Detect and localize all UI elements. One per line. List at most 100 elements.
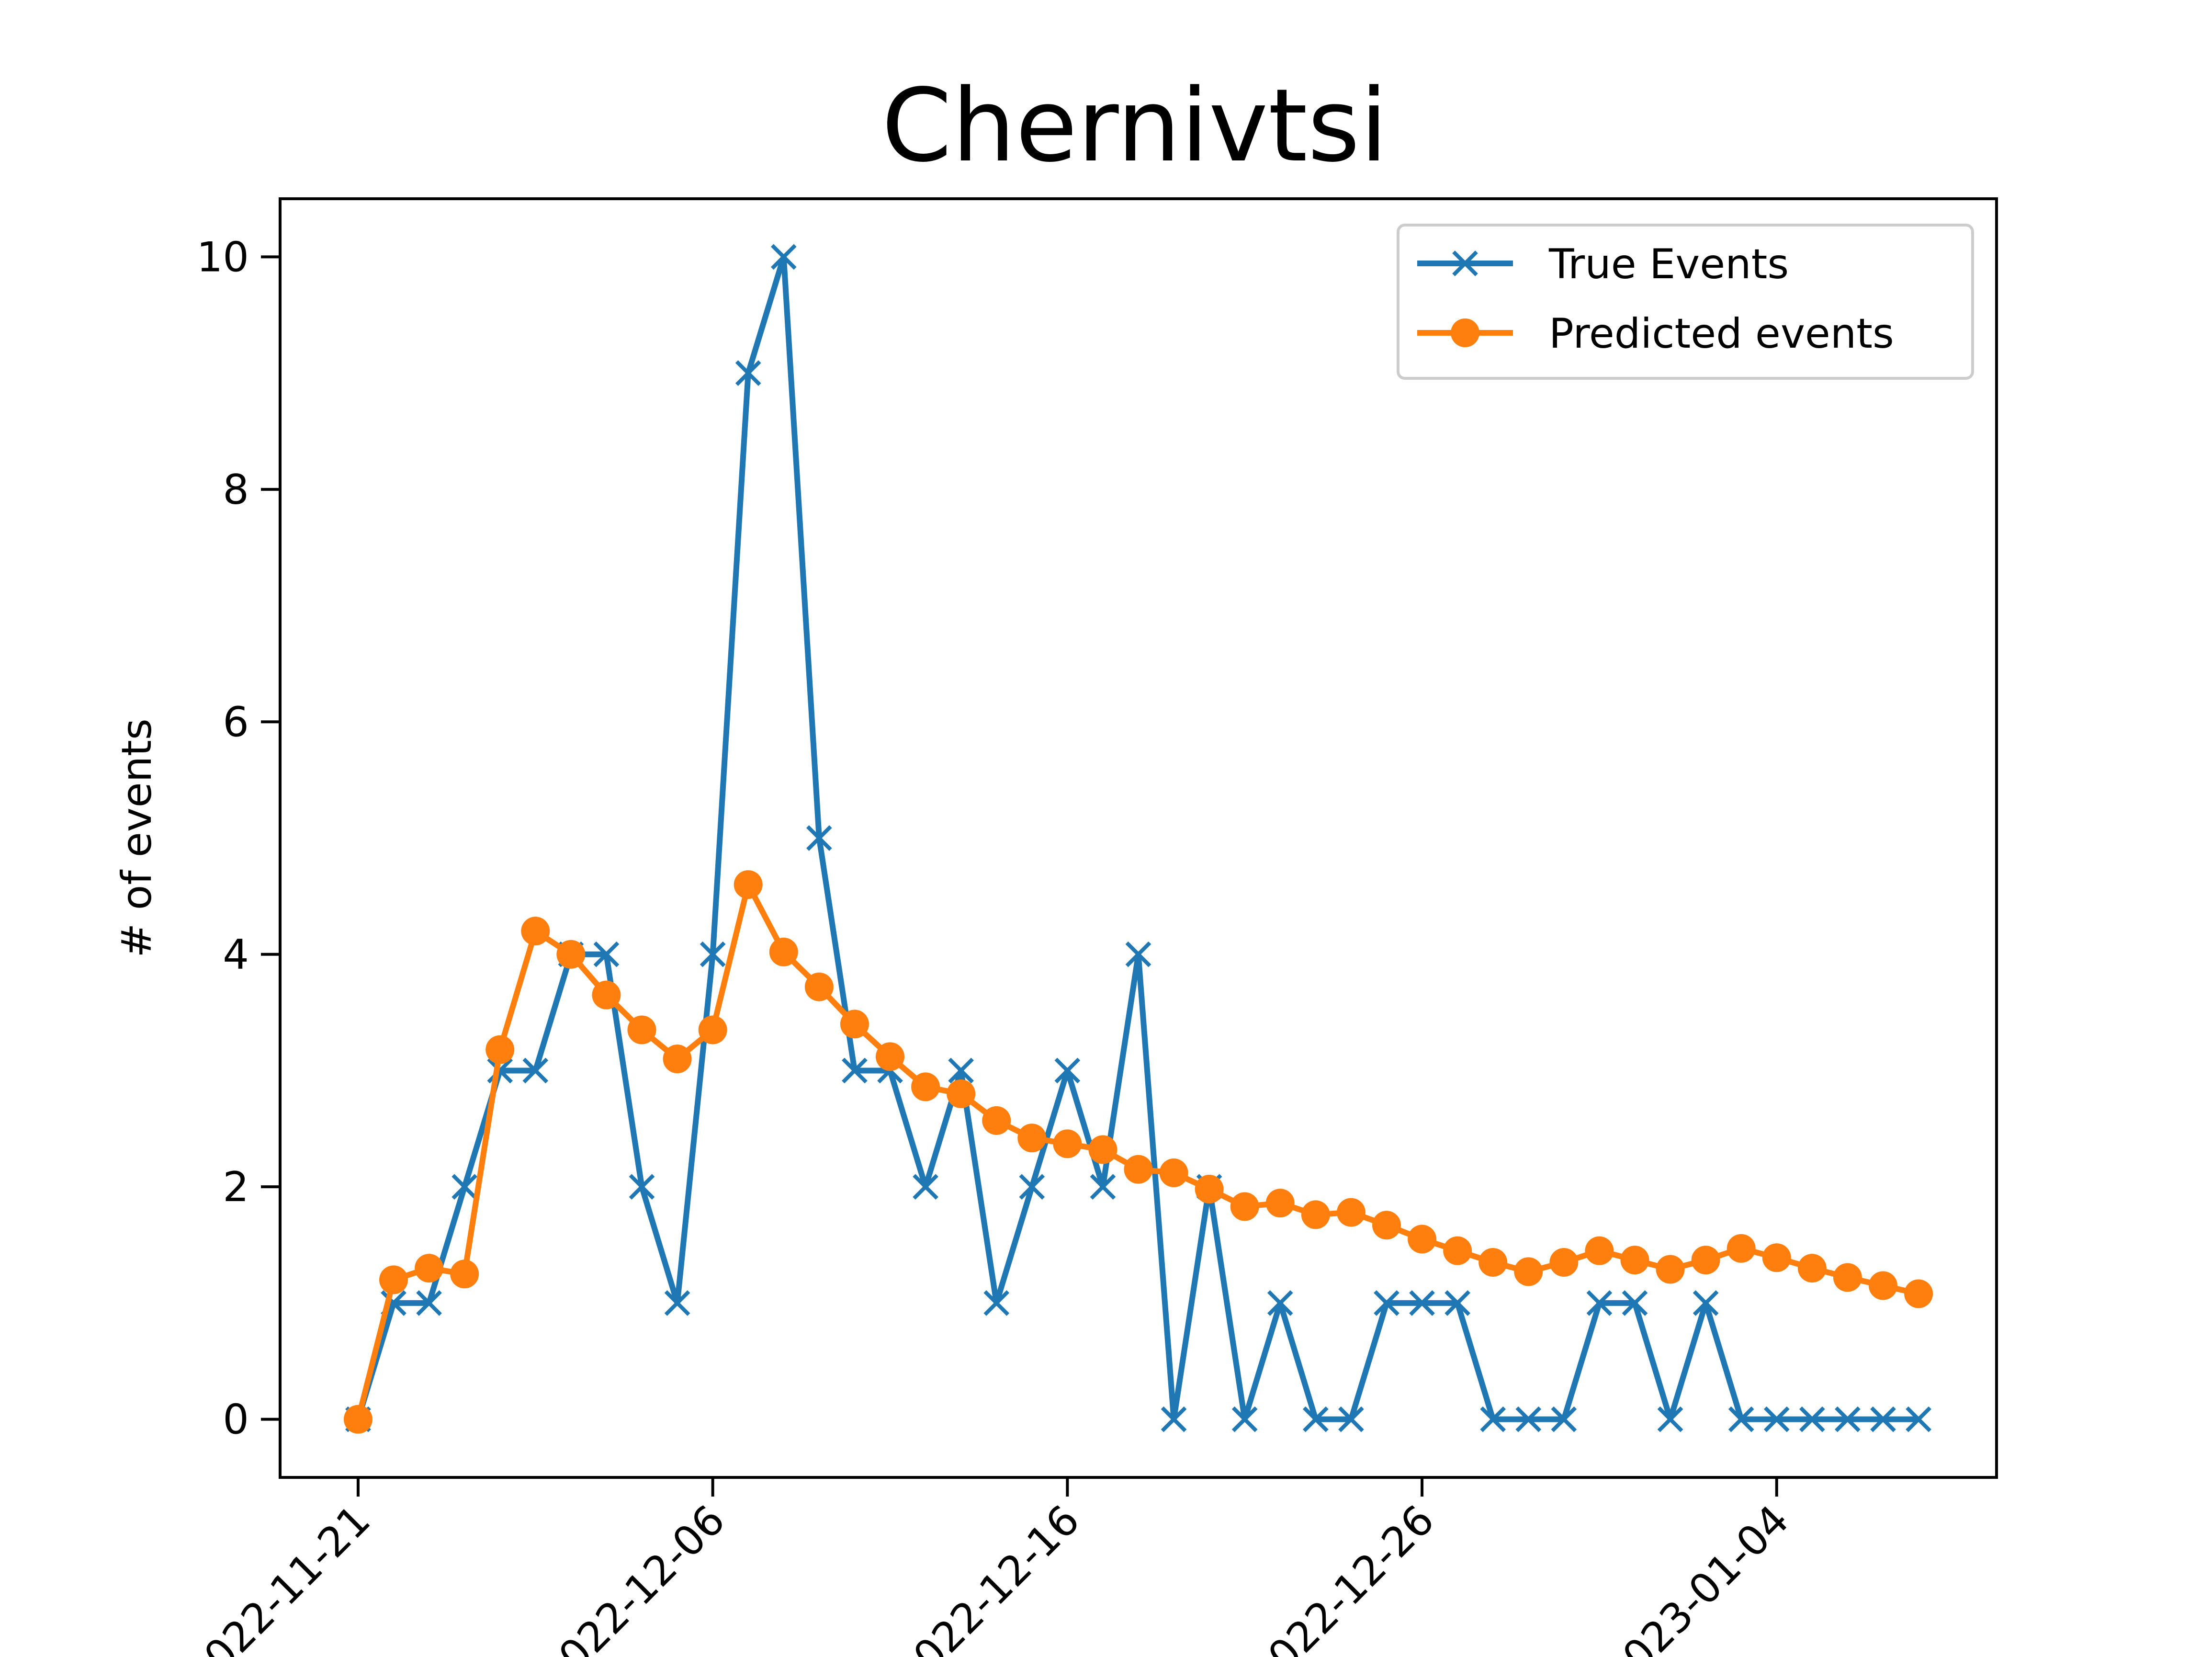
predicted-events-point <box>1727 1234 1756 1263</box>
x-marker-stroke <box>1161 1406 1187 1432</box>
x-marker-stroke <box>842 1057 868 1084</box>
predicted-events-point <box>1797 1254 1827 1283</box>
true-events-point <box>1019 1174 1045 1200</box>
x-marker-stroke <box>1445 1290 1470 1316</box>
true-events-point <box>1303 1406 1329 1432</box>
predicted-events-point <box>627 1015 656 1044</box>
y-tick-label: 8 <box>223 466 249 514</box>
x-marker-stroke <box>1799 1406 1825 1432</box>
true-events-point <box>1054 1057 1081 1084</box>
x-marker-stroke <box>1231 1406 1258 1432</box>
true-events-point <box>1445 1290 1470 1316</box>
x-marker-stroke <box>1338 1406 1364 1432</box>
predicted-events-point <box>379 1265 408 1294</box>
true-events-point <box>1835 1406 1861 1432</box>
true-events-point <box>1551 1406 1577 1432</box>
predicted-events-point <box>592 980 621 1010</box>
predicted-events-point <box>485 1035 515 1064</box>
predicted-events-point <box>947 1079 976 1108</box>
legend-box <box>1397 224 1974 380</box>
y-axis: 0 2 4 6 8 10 <box>197 233 280 1444</box>
true-events-point <box>806 825 832 851</box>
x-marker-stroke <box>522 1057 549 1084</box>
predicted-events-point <box>1478 1248 1508 1277</box>
predicted-events-point <box>876 1042 905 1071</box>
x-marker-stroke <box>948 1057 974 1084</box>
true-events-point <box>735 360 761 386</box>
predicted-events-point <box>1514 1257 1543 1286</box>
true-events-point <box>1799 1406 1825 1432</box>
y-tick-label: 6 <box>223 698 249 746</box>
predicted-events-point <box>1762 1243 1791 1272</box>
predicted-events-point <box>556 940 586 969</box>
predicted-events-point <box>1088 1135 1117 1164</box>
predicted-events-point <box>1443 1236 1472 1265</box>
true-events-point <box>1409 1290 1435 1316</box>
legend: True Events Predicted events <box>1397 224 1974 380</box>
x-marker-stroke <box>1090 1174 1116 1200</box>
predicted-events-point <box>1620 1246 1649 1275</box>
predicted-events-point <box>804 972 834 1001</box>
true-events-point <box>1374 1290 1399 1316</box>
true-events-point <box>629 1174 655 1200</box>
y-tick-label: 2 <box>223 1163 249 1211</box>
true-events-point <box>1906 1406 1931 1432</box>
true-events-point <box>913 1174 938 1200</box>
predicted-events-point <box>663 1044 692 1074</box>
predicted-events-point <box>1265 1189 1295 1218</box>
x-marker-stroke <box>770 244 797 270</box>
legend-label: True Events <box>1548 240 1789 288</box>
predicted-events-point <box>450 1260 479 1289</box>
predicted-events-point <box>1159 1158 1188 1188</box>
x-marker-stroke <box>451 1174 477 1200</box>
y-tick-label: 0 <box>223 1396 249 1444</box>
x-marker-stroke <box>1728 1406 1754 1432</box>
x-marker-stroke <box>913 1174 938 1200</box>
predicted-events-point <box>1549 1248 1579 1277</box>
x-marker-stroke <box>1763 1406 1790 1432</box>
x-marker-stroke <box>1303 1406 1329 1432</box>
predicted-events-point <box>1585 1236 1614 1265</box>
legend-x-marker <box>1452 250 1478 276</box>
x-marker-stroke <box>1125 941 1151 967</box>
true-events-point <box>1622 1290 1648 1316</box>
true-events-point <box>664 1290 690 1316</box>
predicted-events-point <box>840 1010 869 1039</box>
legend-dot-marker <box>1451 318 1479 347</box>
true-events-point <box>770 244 797 270</box>
true-events-point <box>1515 1406 1542 1432</box>
true-events-point <box>983 1290 1010 1316</box>
x-marker-stroke <box>1374 1290 1399 1316</box>
true-events-point <box>487 1057 513 1084</box>
predicted-events-point <box>1691 1246 1720 1275</box>
true-events-point <box>1586 1290 1613 1316</box>
x-marker-stroke <box>1019 1174 1045 1200</box>
true-events-point <box>1125 941 1151 967</box>
predicted-events-point <box>698 1015 727 1044</box>
x-marker-stroke <box>1480 1406 1506 1432</box>
predicted-events-point <box>1230 1192 1259 1221</box>
predicted-events-point <box>1656 1255 1685 1284</box>
legend-label: Predicted events <box>1549 310 1894 358</box>
x-marker-stroke <box>1551 1406 1577 1432</box>
x-marker-stroke <box>593 941 620 967</box>
x-marker-stroke <box>664 1290 690 1316</box>
true-events-point <box>1728 1406 1754 1432</box>
true-events-point <box>1657 1406 1683 1432</box>
predicted-events-point <box>1372 1211 1401 1240</box>
true-events-point <box>1338 1406 1364 1432</box>
x-marker-stroke <box>1906 1406 1931 1432</box>
predicted-events-point <box>521 917 550 946</box>
true-events-point <box>1480 1406 1506 1432</box>
true-events-point <box>948 1057 974 1084</box>
true-events-point <box>1231 1406 1258 1432</box>
true-events-point <box>1763 1406 1790 1432</box>
x-marker-stroke <box>1586 1290 1613 1316</box>
chart-title: Chernivtsi <box>881 67 1388 184</box>
x-marker-stroke <box>1657 1406 1683 1432</box>
x-marker-stroke <box>806 825 832 851</box>
predicted-events-point <box>1904 1279 1933 1308</box>
true-events-point <box>700 941 726 967</box>
predicted-events-point <box>1301 1200 1330 1229</box>
